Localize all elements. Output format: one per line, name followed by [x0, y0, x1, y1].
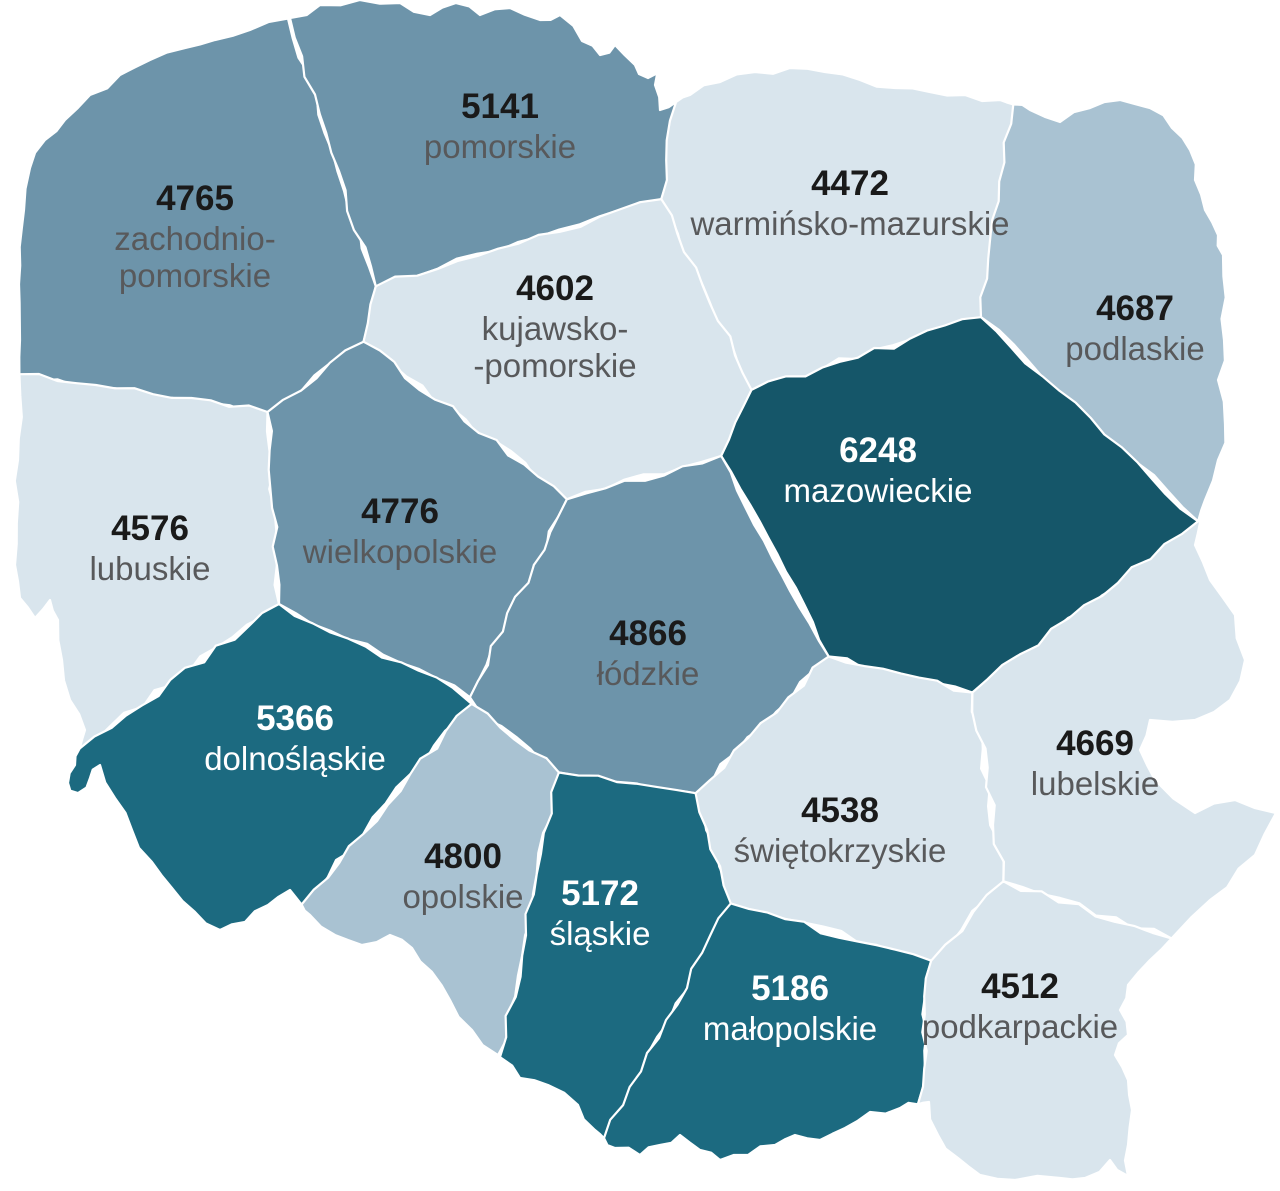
svg-text:4800: 4800 — [424, 837, 502, 876]
svg-text:4602: 4602 — [516, 269, 594, 308]
svg-text:mazowieckie: mazowieckie — [784, 472, 973, 509]
svg-text:4765: 4765 — [156, 179, 234, 218]
svg-text:4472: 4472 — [811, 164, 889, 203]
svg-text:4687: 4687 — [1096, 289, 1174, 328]
svg-text:opolskie: opolskie — [402, 878, 523, 915]
svg-text:łódzkie: łódzkie — [597, 655, 700, 692]
svg-text:4512: 4512 — [981, 967, 1059, 1006]
svg-text:-pomorskie: -pomorskie — [473, 347, 636, 384]
svg-text:warmińsko-mazurskie: warmińsko-mazurskie — [689, 205, 1009, 242]
svg-text:5172: 5172 — [561, 874, 639, 913]
svg-text:świętokrzyskie: świętokrzyskie — [734, 832, 947, 869]
svg-text:5186: 5186 — [751, 969, 829, 1008]
svg-text:5141: 5141 — [461, 87, 539, 126]
svg-text:pomorskie: pomorskie — [424, 128, 576, 165]
svg-text:lubuskie: lubuskie — [89, 550, 210, 587]
svg-text:kujawsko-: kujawsko- — [482, 310, 629, 347]
svg-text:6248: 6248 — [839, 431, 917, 470]
svg-text:lubelskie: lubelskie — [1031, 765, 1159, 802]
svg-text:śląskie: śląskie — [550, 915, 651, 952]
svg-text:zachodnio-: zachodnio- — [114, 220, 275, 257]
svg-text:4669: 4669 — [1056, 724, 1134, 763]
svg-text:4866: 4866 — [609, 614, 687, 653]
svg-text:podlaskie: podlaskie — [1065, 330, 1204, 367]
svg-text:podkarpackie: podkarpackie — [922, 1008, 1118, 1045]
svg-text:wielkopolskie: wielkopolskie — [302, 533, 497, 570]
svg-text:dolnośląskie: dolnośląskie — [204, 740, 386, 777]
svg-text:4776: 4776 — [361, 492, 439, 531]
svg-text:4538: 4538 — [801, 791, 879, 830]
svg-text:5366: 5366 — [256, 699, 334, 738]
svg-text:4576: 4576 — [111, 509, 189, 548]
svg-text:pomorskie: pomorskie — [119, 257, 271, 294]
svg-text:małopolskie: małopolskie — [703, 1010, 877, 1047]
